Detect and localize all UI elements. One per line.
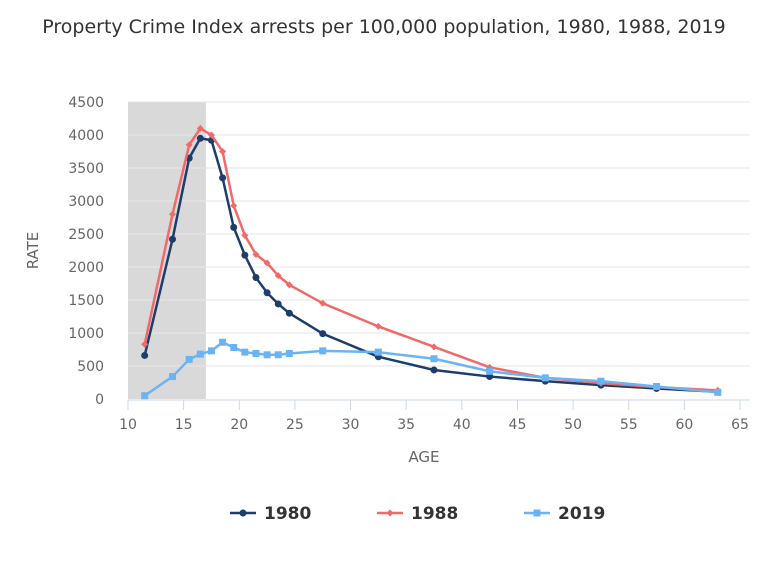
y-tick-label: 2000	[68, 260, 104, 276]
data-point-1988	[196, 124, 204, 132]
data-point-1988	[263, 259, 271, 267]
series-line-1980	[143, 136, 718, 393]
data-point-1988	[252, 250, 260, 258]
data-point-2019	[185, 355, 193, 363]
data-point-1980	[230, 223, 238, 231]
data-point-1988	[219, 148, 227, 155]
data-point-2019	[374, 348, 382, 356]
data-point-1980	[319, 330, 327, 338]
y-tick-label: 0	[95, 392, 104, 408]
x-tick-label: 25	[286, 417, 304, 433]
y-tick-label: 1500	[68, 293, 104, 309]
data-point-1988	[274, 272, 282, 280]
x-tick-label: 50	[564, 417, 582, 433]
data-point-1980	[141, 351, 149, 359]
data-point-1988	[285, 281, 293, 289]
data-point-1980	[285, 309, 293, 317]
legend-item-2019: 2019	[558, 504, 605, 524]
x-tick-label: 15	[175, 417, 193, 433]
data-point-2019	[486, 367, 494, 375]
data-point-1980	[486, 373, 494, 381]
data-point-2019	[219, 338, 227, 346]
data-point-2019	[196, 350, 204, 358]
legend-marker-1988	[386, 509, 394, 517]
data-point-2019	[141, 392, 149, 400]
data-point-2019	[230, 344, 238, 352]
data-point-1988	[207, 131, 215, 139]
data-point-1980	[430, 366, 438, 374]
y-tick-label: 4500	[68, 95, 104, 111]
data-point-1980	[274, 300, 282, 308]
shaded-band	[128, 102, 206, 399]
data-point-1988	[169, 210, 177, 218]
y-tick-label: 4000	[68, 128, 104, 144]
data-point-2019	[274, 351, 282, 359]
data-point-1988	[185, 141, 193, 149]
y-tick-label: 3000	[68, 194, 104, 210]
data-point-1980	[219, 174, 227, 182]
chart-title: Property Crime Index arrests per 100,000…	[42, 16, 726, 38]
data-point-1988	[230, 202, 238, 210]
data-point-1988	[374, 322, 382, 330]
data-point-1980	[263, 289, 271, 297]
x-tick-label: 35	[397, 417, 415, 433]
x-tick-label: 40	[453, 417, 471, 433]
y-axis-label: RATE	[24, 232, 42, 270]
data-point-2019	[252, 349, 260, 357]
data-point-1980	[196, 134, 204, 142]
x-axis-label: AGE	[408, 448, 439, 466]
data-point-2019	[319, 347, 327, 355]
data-point-1980	[241, 251, 249, 259]
data-point-2019	[285, 349, 293, 357]
y-tick-label: 2500	[68, 227, 104, 243]
data-point-1980	[252, 274, 260, 282]
data-point-2019	[241, 348, 249, 356]
data-point-2019	[169, 373, 177, 381]
y-tick-label: 500	[77, 359, 104, 375]
data-point-2019	[597, 377, 605, 385]
y-tick-label: 3500	[68, 161, 104, 177]
x-tick-label: 10	[119, 417, 137, 433]
legend-item-1988: 1988	[411, 504, 458, 524]
data-point-2019	[207, 347, 215, 355]
x-tick-label: 55	[620, 417, 638, 433]
y-tick-label: 1000	[68, 326, 104, 342]
data-point-2019	[430, 355, 438, 363]
data-point-2019	[714, 388, 722, 396]
data-point-2019	[653, 382, 661, 390]
data-point-2019	[263, 351, 271, 359]
legend-item-1980: 1980	[264, 504, 311, 524]
x-tick-label: 20	[230, 417, 248, 433]
data-point-1988	[241, 231, 249, 239]
x-tick-label: 65	[731, 417, 749, 433]
data-point-1988	[430, 343, 438, 351]
data-point-2019	[541, 374, 549, 382]
x-tick-label: 30	[342, 417, 360, 433]
x-tick-label: 45	[509, 417, 527, 433]
legend-marker-2019	[533, 509, 541, 517]
data-point-1988	[141, 340, 149, 348]
x-tick-label: 60	[675, 417, 693, 433]
data-point-1980	[169, 235, 177, 243]
data-point-1988	[319, 299, 327, 307]
legend-marker-1980	[239, 509, 247, 517]
